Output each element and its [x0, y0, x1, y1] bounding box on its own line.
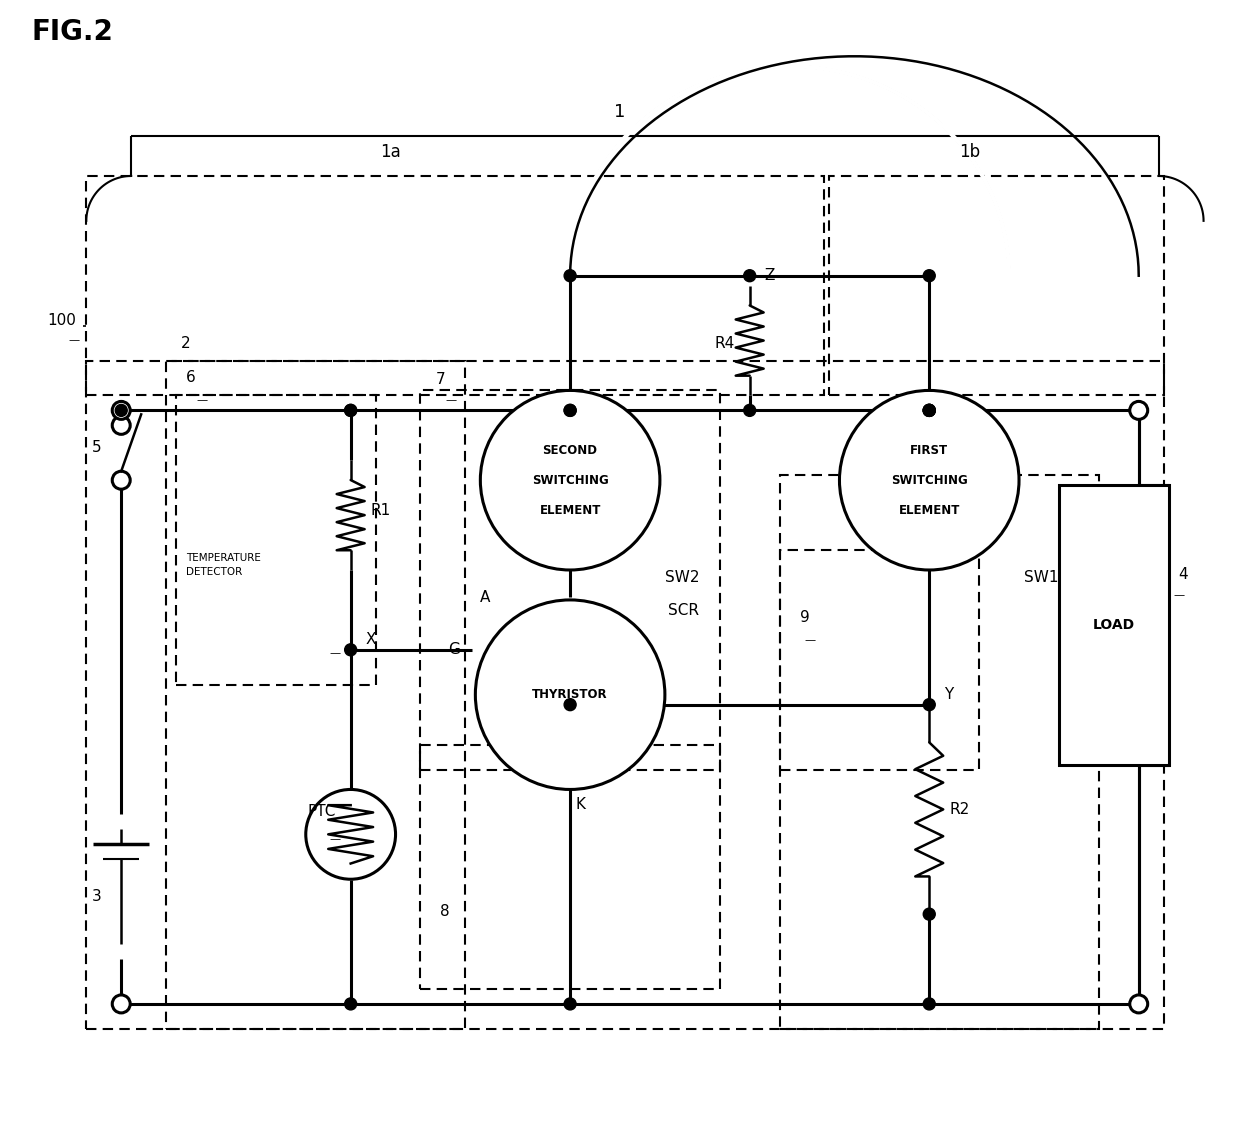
Text: —: —	[330, 648, 341, 658]
Bar	[1059, 485, 1168, 765]
Text: A: A	[480, 590, 491, 605]
Text: 8: 8	[440, 905, 450, 919]
Circle shape	[480, 390, 660, 570]
Text: —: —	[196, 395, 207, 405]
Circle shape	[924, 998, 935, 1010]
Text: R2: R2	[949, 802, 970, 817]
Text: R1: R1	[371, 503, 391, 518]
Circle shape	[113, 417, 130, 435]
Circle shape	[115, 404, 128, 417]
Circle shape	[113, 402, 130, 419]
Circle shape	[475, 600, 665, 790]
Bar	[420, 745, 719, 989]
Circle shape	[744, 270, 755, 281]
Circle shape	[564, 404, 577, 417]
Circle shape	[924, 908, 935, 920]
Circle shape	[924, 699, 935, 711]
Circle shape	[564, 270, 577, 281]
Text: SW1: SW1	[1024, 570, 1059, 585]
Bar	[420, 390, 719, 770]
Circle shape	[345, 998, 357, 1010]
Circle shape	[924, 404, 935, 417]
Text: SCR: SCR	[668, 603, 699, 617]
Text: TEMPERATURE
DETECTOR: TEMPERATURE DETECTOR	[186, 553, 260, 577]
Bar	[87, 361, 1163, 1028]
Circle shape	[345, 404, 357, 417]
Circle shape	[564, 998, 577, 1010]
Text: 2: 2	[181, 336, 191, 351]
Text: 6: 6	[186, 370, 196, 386]
Bar	[780, 476, 1099, 1028]
Text: ELEMENT: ELEMENT	[899, 504, 960, 516]
Text: —: —	[445, 395, 456, 405]
Circle shape	[345, 404, 357, 417]
Circle shape	[924, 404, 935, 417]
Circle shape	[924, 404, 935, 417]
Text: SWITCHING: SWITCHING	[532, 473, 609, 487]
Bar	[830, 176, 1163, 395]
Text: 1a: 1a	[381, 143, 402, 161]
Text: —: —	[68, 336, 79, 345]
Circle shape	[113, 995, 130, 1012]
Circle shape	[839, 390, 1019, 570]
Bar	[87, 176, 825, 395]
Text: 9: 9	[800, 609, 810, 625]
Text: LOAD: LOAD	[1092, 617, 1135, 632]
Text: X: X	[366, 632, 376, 647]
Text: R4: R4	[714, 336, 735, 351]
Circle shape	[744, 404, 755, 417]
Text: PTC: PTC	[308, 805, 336, 819]
Text: ELEMENT: ELEMENT	[539, 504, 601, 516]
Circle shape	[564, 404, 577, 417]
Text: 1: 1	[614, 103, 626, 121]
Text: 7: 7	[435, 372, 445, 387]
Text: 4: 4	[1179, 568, 1188, 582]
Circle shape	[306, 790, 396, 880]
Circle shape	[1130, 402, 1148, 419]
Text: FIRST: FIRST	[910, 444, 949, 456]
Text: SWITCHING: SWITCHING	[890, 473, 967, 487]
Text: 3: 3	[92, 889, 102, 905]
Text: K: K	[575, 798, 585, 813]
Text: 100: 100	[47, 313, 77, 328]
Bar	[780, 550, 980, 770]
Text: G: G	[449, 642, 460, 657]
Bar	[166, 361, 465, 1028]
Circle shape	[924, 404, 935, 417]
Circle shape	[924, 270, 935, 281]
Text: Y: Y	[944, 687, 954, 701]
Text: —: —	[330, 834, 341, 844]
Circle shape	[345, 644, 357, 656]
Circle shape	[564, 699, 577, 711]
Text: —: —	[805, 634, 816, 645]
Text: SECOND: SECOND	[543, 444, 598, 456]
Text: —: —	[1173, 590, 1184, 600]
Text: 5: 5	[92, 440, 102, 455]
Text: Z: Z	[765, 268, 775, 284]
Bar	[176, 395, 376, 684]
Circle shape	[1130, 995, 1148, 1012]
Text: SW2: SW2	[665, 570, 699, 585]
Circle shape	[113, 471, 130, 489]
Text: 1b: 1b	[960, 143, 981, 161]
Text: THYRISTOR: THYRISTOR	[532, 688, 608, 701]
Text: FIG.2: FIG.2	[31, 18, 113, 47]
